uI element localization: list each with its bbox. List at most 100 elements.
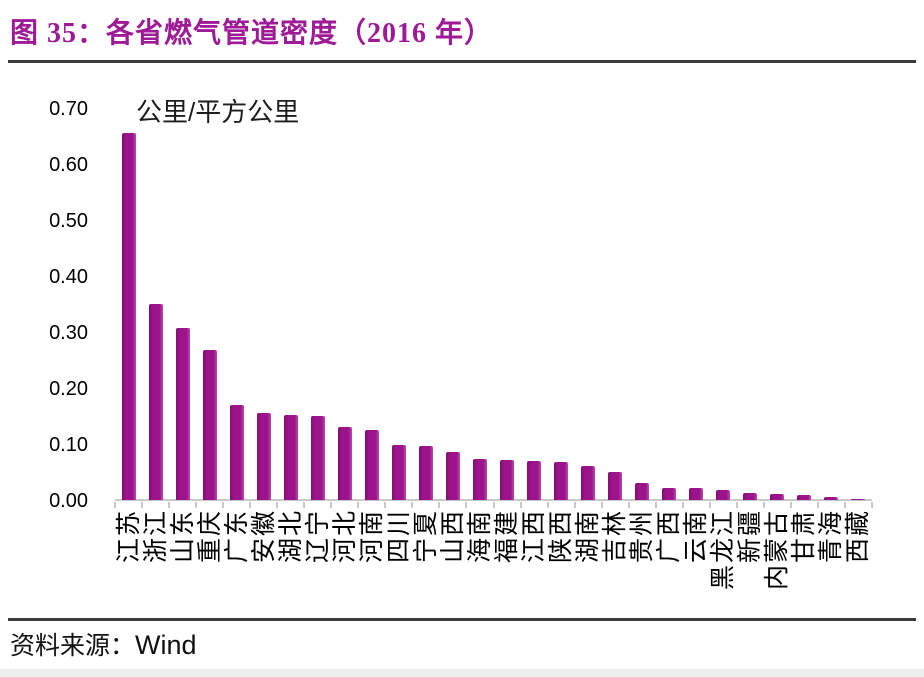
bar	[472, 459, 487, 500]
bar	[229, 404, 244, 500]
x-axis-tick	[411, 502, 414, 508]
x-axis-label: 陕西	[547, 509, 576, 564]
x-axis-label: 四川	[384, 509, 413, 564]
x-axis-label: 广东	[222, 509, 251, 564]
source-line: 资料来源：Wind	[10, 628, 197, 662]
x-axis-label: 河北	[330, 509, 359, 564]
x-axis-label: 贵州	[628, 509, 657, 564]
bar	[283, 415, 298, 500]
x-axis-label: 江苏	[114, 509, 143, 564]
bar	[716, 489, 731, 500]
y-axis-unit-label: 公里/平方公里	[136, 97, 300, 127]
x-axis-tick	[303, 502, 306, 508]
bar	[175, 328, 190, 500]
x-axis-tick	[492, 502, 495, 508]
x-axis-tick	[249, 502, 252, 508]
bar	[418, 446, 433, 500]
x-axis-label: 宁夏	[411, 509, 440, 564]
x-axis-tick	[330, 502, 333, 508]
bar	[635, 483, 650, 500]
bar	[581, 465, 596, 500]
x-axis-label: 黑龙江	[709, 509, 738, 591]
bar	[121, 133, 136, 500]
x-axis-tick	[871, 502, 873, 508]
x-axis-label: 甘肃	[790, 509, 819, 564]
bar	[689, 488, 704, 500]
bar	[662, 488, 677, 500]
x-axis-label: 新疆	[736, 509, 765, 564]
bar	[445, 451, 460, 500]
title-divider	[8, 60, 916, 63]
source-divider	[8, 618, 916, 621]
y-axis-tick-label: 0.60	[49, 154, 88, 176]
x-axis-label: 云南	[682, 509, 711, 564]
x-axis-tick	[681, 502, 684, 508]
bar	[527, 461, 542, 500]
x-axis-label: 吉林	[601, 509, 630, 564]
y-axis-tick-label: 0.40	[49, 266, 88, 288]
x-axis-tick	[654, 502, 657, 508]
bar	[337, 426, 352, 500]
page-bottom-strip	[0, 669, 924, 677]
y-axis-tick-label: 0.00	[49, 490, 88, 512]
x-axis-label: 河南	[357, 509, 386, 564]
x-axis-label: 青海	[817, 509, 846, 564]
bar	[743, 493, 758, 500]
bar	[851, 498, 866, 500]
bar	[770, 493, 785, 500]
figure-title: 图 35：各省燃气管道密度（2016 年）	[10, 18, 494, 49]
bar	[391, 445, 406, 500]
y-axis-tick-label: 0.20	[49, 378, 88, 400]
x-axis-tick	[816, 502, 819, 508]
x-axis-tick	[627, 502, 630, 508]
x-axis-tick	[357, 502, 360, 508]
y-axis-tick-labels: 0.70 0.60 0.50 0.40 0.30 0.20 0.10 0.00	[28, 98, 88, 512]
x-axis-label: 重庆	[195, 509, 224, 564]
x-axis-tick	[600, 502, 603, 508]
x-axis-label: 湖南	[574, 509, 603, 564]
x-axis-label: 辽宁	[303, 509, 332, 564]
x-axis-tick	[438, 502, 441, 508]
x-axis-label: 山西	[438, 509, 467, 564]
bar	[797, 494, 812, 500]
x-axis-tick	[384, 502, 387, 508]
x-axis-tick	[276, 502, 279, 508]
bar	[608, 472, 623, 500]
plot-area	[114, 109, 873, 508]
x-axis-label: 江西	[520, 509, 549, 564]
x-axis-line	[115, 499, 872, 501]
x-axis-label: 广西	[655, 509, 684, 564]
bar	[202, 350, 217, 500]
x-axis-label: 福建	[493, 509, 522, 564]
x-axis-label: 内蒙古	[763, 509, 792, 591]
x-axis-tick	[573, 502, 576, 508]
x-axis-label: 海南	[465, 509, 494, 564]
bar	[554, 462, 569, 500]
x-axis-label: 安徽	[249, 509, 278, 564]
x-axis-label: 浙江	[141, 509, 170, 564]
x-axis-tick	[762, 502, 765, 508]
bar	[500, 460, 515, 500]
x-axis-tick	[735, 502, 738, 508]
bar	[148, 304, 163, 500]
x-axis-tick	[114, 502, 116, 508]
x-axis-tick	[195, 502, 198, 508]
x-axis-tick	[141, 502, 144, 508]
bar	[256, 413, 271, 500]
y-axis-tick-label: 0.50	[49, 210, 88, 232]
x-axis-tick	[843, 502, 846, 508]
y-axis-tick-label: 0.10	[49, 434, 88, 456]
source-name: Wind	[135, 630, 197, 660]
x-axis-label: 湖北	[276, 509, 305, 564]
bar	[824, 497, 839, 500]
x-axis-tick	[465, 502, 468, 508]
x-axis-tick	[168, 502, 171, 508]
x-axis-label: 山东	[168, 509, 197, 564]
x-axis-tick	[789, 502, 792, 508]
bar	[310, 416, 325, 500]
x-axis-tick	[519, 502, 522, 508]
x-axis-label: 西藏	[844, 509, 873, 564]
x-axis-tick	[546, 502, 549, 508]
y-axis-tick-label: 0.70	[49, 98, 88, 120]
